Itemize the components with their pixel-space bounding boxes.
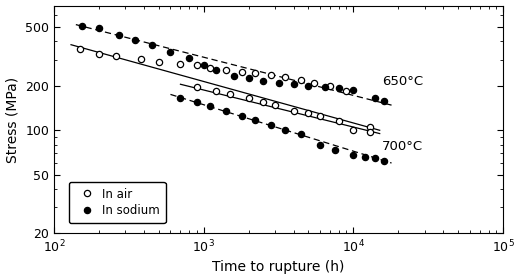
Text: 700°C: 700°C: [382, 140, 423, 153]
In air: [282, 76, 288, 79]
Line: In air: In air: [77, 46, 373, 130]
In sodium: [372, 97, 379, 100]
In air: [327, 84, 333, 88]
In air: [367, 125, 373, 129]
In sodium: [260, 80, 266, 83]
In air: [177, 63, 184, 66]
In sodium: [231, 74, 237, 77]
In air: [155, 60, 162, 64]
In sodium: [276, 81, 282, 84]
In sodium: [245, 77, 252, 80]
In sodium: [305, 84, 311, 88]
Legend: In air, In sodium: In air, In sodium: [69, 182, 165, 223]
In air: [113, 54, 119, 57]
In sodium: [96, 27, 102, 30]
In air: [267, 73, 274, 76]
In air: [193, 64, 200, 67]
Line: In sodium: In sodium: [80, 23, 387, 104]
In sodium: [291, 83, 297, 86]
X-axis label: Time to rupture (h): Time to rupture (h): [212, 260, 345, 274]
In sodium: [186, 56, 192, 59]
In air: [96, 52, 102, 55]
In sodium: [201, 64, 207, 67]
In air: [252, 71, 258, 74]
In air: [77, 47, 83, 51]
In air: [298, 78, 305, 81]
In sodium: [322, 86, 329, 89]
In air: [343, 89, 349, 92]
In air: [207, 66, 213, 69]
In sodium: [167, 50, 174, 53]
In sodium: [350, 88, 356, 92]
In sodium: [132, 38, 138, 41]
In sodium: [115, 34, 122, 37]
In air: [239, 70, 245, 73]
In sodium: [336, 87, 342, 90]
In air: [223, 68, 229, 71]
Y-axis label: Stress (MPa): Stress (MPa): [6, 76, 20, 163]
In sodium: [212, 69, 218, 72]
Text: 650°C: 650°C: [382, 75, 423, 88]
In sodium: [381, 99, 387, 103]
In air: [138, 57, 144, 60]
In sodium: [80, 24, 86, 27]
In air: [311, 81, 318, 84]
In sodium: [149, 43, 155, 46]
